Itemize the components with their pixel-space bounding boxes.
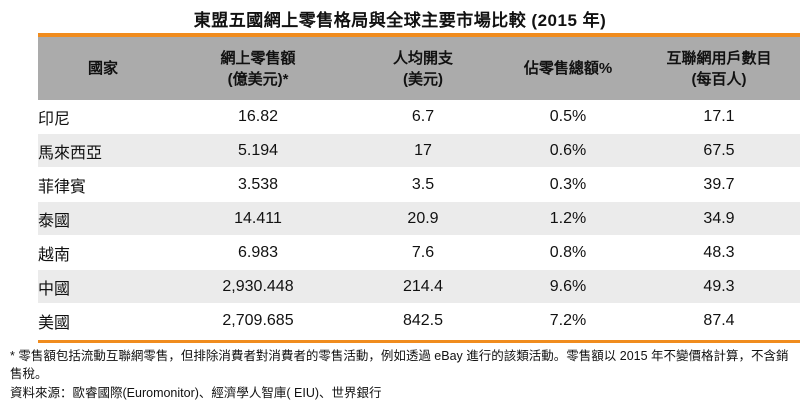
cell-sales: 5.194 [168, 133, 348, 168]
cell-sales: 2,709.685 [168, 303, 348, 337]
cell-country: 中國 [38, 269, 168, 304]
cell-users: 17.1 [703, 107, 735, 125]
cell-sales: 3.538 [168, 167, 348, 202]
cell-per-capita: 214.4 [348, 269, 498, 304]
cell-share: 0.3% [498, 167, 638, 202]
header-row: 國家 網上零售額 (億美元)* 人均開支 (美元) 佔零售總額% 互聯網用戶數目 (每… [38, 37, 800, 100]
cell-users: 48.3 [638, 235, 800, 270]
header-internet-users: 互聯網用戶數目 (每百人) [638, 37, 800, 100]
header-country: 國家 [38, 37, 168, 100]
comparison-table: 國家 網上零售額 (億美元)* 人均開支 (美元) 佔零售總額% 互聯網用戶數目 (每… [38, 37, 800, 337]
bottom-accent-bar [38, 340, 800, 343]
table-row: 印尼 16.82 6.7 0.5% 17.1 [38, 100, 800, 134]
cell-country: 馬來西亞 [38, 133, 168, 168]
cell-users: 39.7 [638, 167, 800, 202]
top-accent-bar [38, 33, 800, 37]
table-row: 馬來西亞 5.194 17 0.6% 67.5 [38, 133, 800, 168]
cell-sales: 2,930.448 [168, 269, 348, 304]
cell-per-capita: 3.5 [348, 167, 498, 202]
cell-share: 7.2% [498, 303, 638, 337]
cell-country: 菲律賓 [38, 167, 168, 202]
cell-per-capita: 6.7 [411, 107, 435, 125]
cell-share: 0.6% [498, 133, 638, 168]
cell-share: 1.2% [498, 201, 638, 236]
source-note: 資料來源：歐睿國際(Euromonitor)、經濟學人智庫( EIU)、世界銀行 [10, 386, 382, 400]
cell-per-capita: 7.6 [348, 235, 498, 270]
cell-per-capita: 17 [348, 133, 498, 168]
cell-users: 67.5 [638, 133, 800, 168]
cell-users: 87.4 [638, 303, 800, 337]
cell-country: 印尼 [38, 110, 71, 128]
cell-share: 9.6% [498, 269, 638, 304]
cell-per-capita: 20.9 [348, 201, 498, 236]
cell-sales: 6.983 [168, 235, 348, 270]
cell-country: 美國 [38, 303, 168, 337]
table-row: 中國 2,930.448 214.4 9.6% 49.3 [38, 269, 800, 304]
cell-sales: 14.411 [168, 201, 348, 236]
table-row: 美國 2,709.685 842.5 7.2% 87.4 [38, 303, 800, 337]
cell-country: 越南 [38, 235, 168, 270]
cell-per-capita: 842.5 [348, 303, 498, 337]
header-retail-share: 佔零售總額% [498, 37, 638, 100]
table-title: 東盟五國網上零售格局與全球主要市場比較 (2015 年) [193, 11, 607, 30]
footnote: * 零售額包括流動互聯網零售，但排除消費者對消費者的零售活動，例如透過 eBay… [10, 349, 789, 381]
table-row: 菲律賓 3.538 3.5 0.3% 39.7 [38, 167, 800, 202]
header-per-capita: 人均開支 (美元) [348, 37, 498, 100]
cell-country: 泰國 [38, 201, 168, 236]
cell-sales: 16.82 [237, 107, 279, 125]
table-row: 越南 6.983 7.6 0.8% 48.3 [38, 235, 800, 270]
cell-users: 49.3 [638, 269, 800, 304]
cell-share: 0.8% [498, 235, 638, 270]
table-row: 泰國 14.411 20.9 1.2% 34.9 [38, 201, 800, 236]
cell-users: 34.9 [638, 201, 800, 236]
header-online-sales: 網上零售額 (億美元)* [168, 37, 348, 100]
cell-share: 0.5% [549, 107, 587, 125]
